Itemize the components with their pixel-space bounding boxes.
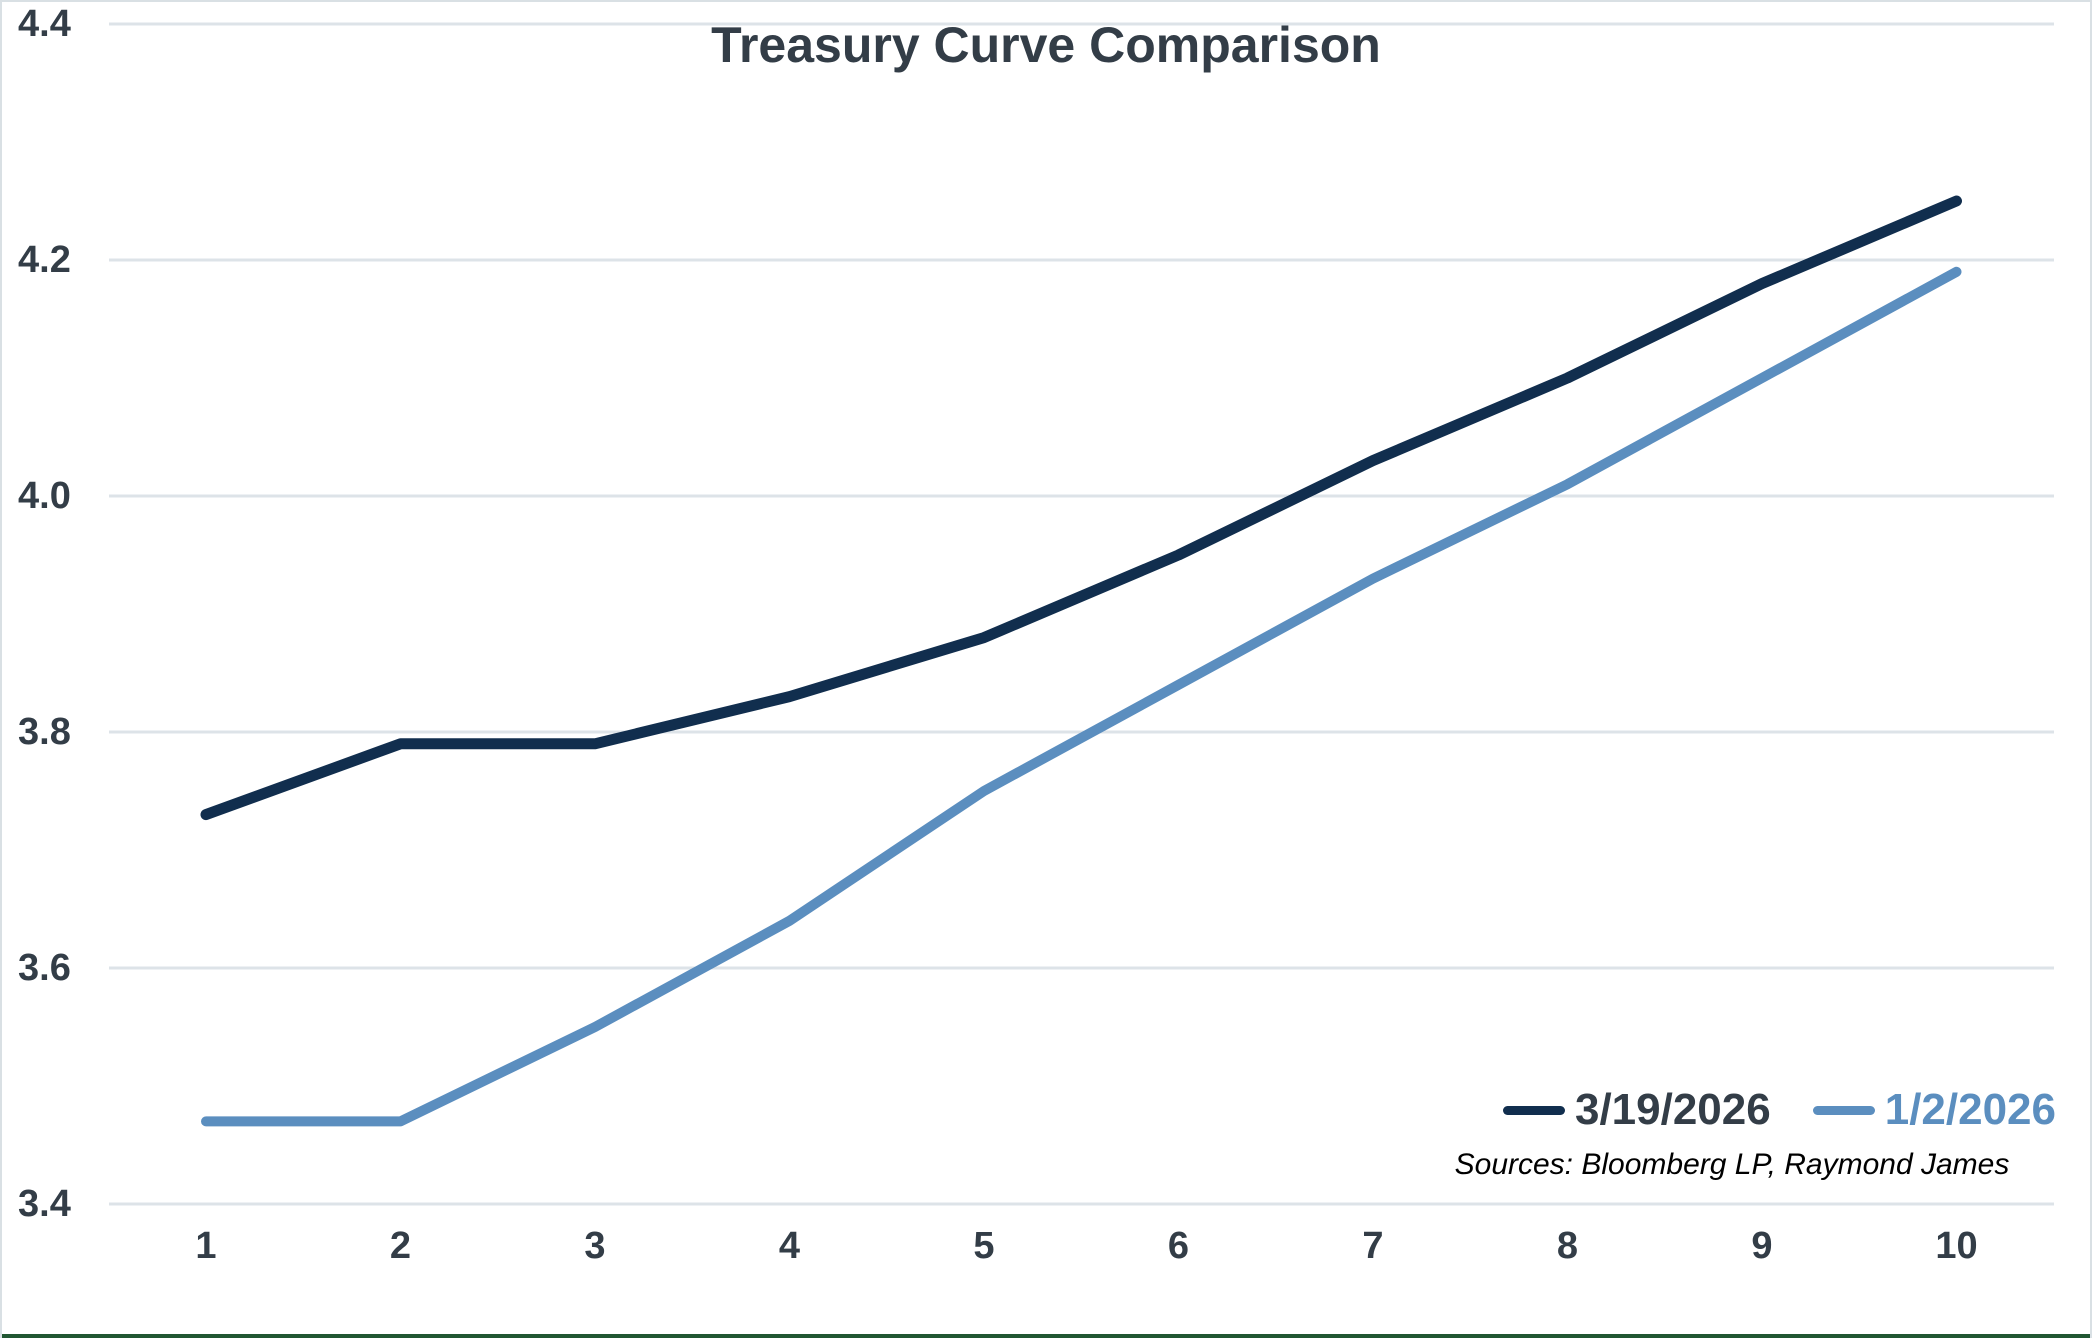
x-tick-label: 5: [973, 1225, 995, 1267]
y-tick-label: 3.8: [18, 711, 71, 753]
x-tick-label: 3: [584, 1225, 606, 1267]
series2-line-swatch: [1812, 1105, 1875, 1115]
legend-item-series2: 1/2/2026: [1812, 1080, 2056, 1140]
series-lines-group: [200, 195, 1962, 1127]
x-tick-label: 7: [1362, 1225, 1384, 1267]
x-tick-label: 8: [1556, 1225, 1579, 1267]
x-tick-label: 6: [1167, 1225, 1190, 1267]
chart-legend: 3/19/2026 1/2/2026: [1502, 1080, 2056, 1140]
legend-label-series2: 1/2/2026: [1884, 1085, 2056, 1134]
x-tick-label: 4: [778, 1225, 801, 1267]
x-tick-label: 2: [389, 1225, 412, 1267]
x-tick-label: 10: [1935, 1225, 1978, 1267]
y-tick-label: 4.0: [18, 475, 71, 517]
sources-note: Sources: Bloomberg LP, Raymond James: [1454, 1148, 2010, 1181]
series-line-1: [200, 195, 1962, 821]
x-tick-label: 1: [195, 1225, 217, 1267]
series1-line-swatch: [1502, 1105, 1565, 1115]
gridlines-group: [109, 22, 2054, 1206]
y-tick-label: 3.4: [18, 1183, 71, 1225]
chart-title: Treasury Curve Comparison: [711, 17, 1381, 73]
legend-label-series1: 3/19/2026: [1574, 1085, 1771, 1134]
y-tick-label: 3.6: [18, 947, 71, 989]
y-tick-label: 4.2: [18, 239, 71, 281]
x-tick-label: 9: [1751, 1225, 1773, 1267]
legend-item-series1: 3/19/2026: [1502, 1080, 1771, 1140]
y-tick-label: 4.4: [18, 3, 71, 45]
bottom-green-bar: [2, 1334, 2090, 1338]
series-line-2: [201, 266, 1962, 1127]
